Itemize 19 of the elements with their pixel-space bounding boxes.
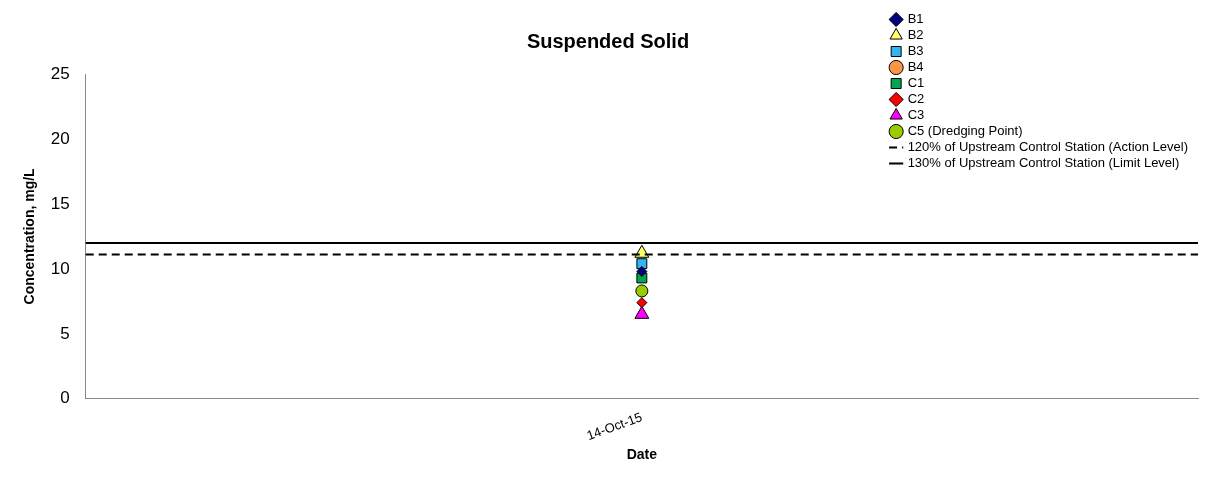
x-axis-title: Date bbox=[626, 446, 658, 463]
y-axis-title: Concentration, mg/L bbox=[21, 167, 38, 305]
y-tick-label: 10 bbox=[50, 258, 70, 278]
legend-label: C5 (Dredging Point) bbox=[907, 123, 1023, 139]
legend-label: B3 bbox=[907, 43, 924, 59]
legend-label: B2 bbox=[907, 27, 924, 43]
y-tick-label: 15 bbox=[50, 193, 70, 213]
y-tick-label: 0 bbox=[60, 388, 70, 408]
legend-label: C1 bbox=[907, 75, 925, 91]
legend-label: C3 bbox=[907, 107, 925, 123]
y-tick-label: 20 bbox=[50, 128, 70, 148]
chart-title: Suspended Solid bbox=[526, 29, 690, 52]
y-tick-label: 25 bbox=[50, 63, 70, 83]
y-tick-label: 5 bbox=[60, 323, 70, 343]
legend-label: 120% of Upstream Control Station (Action Level) bbox=[907, 139, 1188, 155]
legend-label: 130% of Upstream Control Station (Limit Level) bbox=[907, 155, 1180, 171]
legend-label: C2 bbox=[907, 91, 925, 107]
legend-label: B4 bbox=[907, 59, 924, 75]
legend-label: B1 bbox=[907, 11, 924, 27]
